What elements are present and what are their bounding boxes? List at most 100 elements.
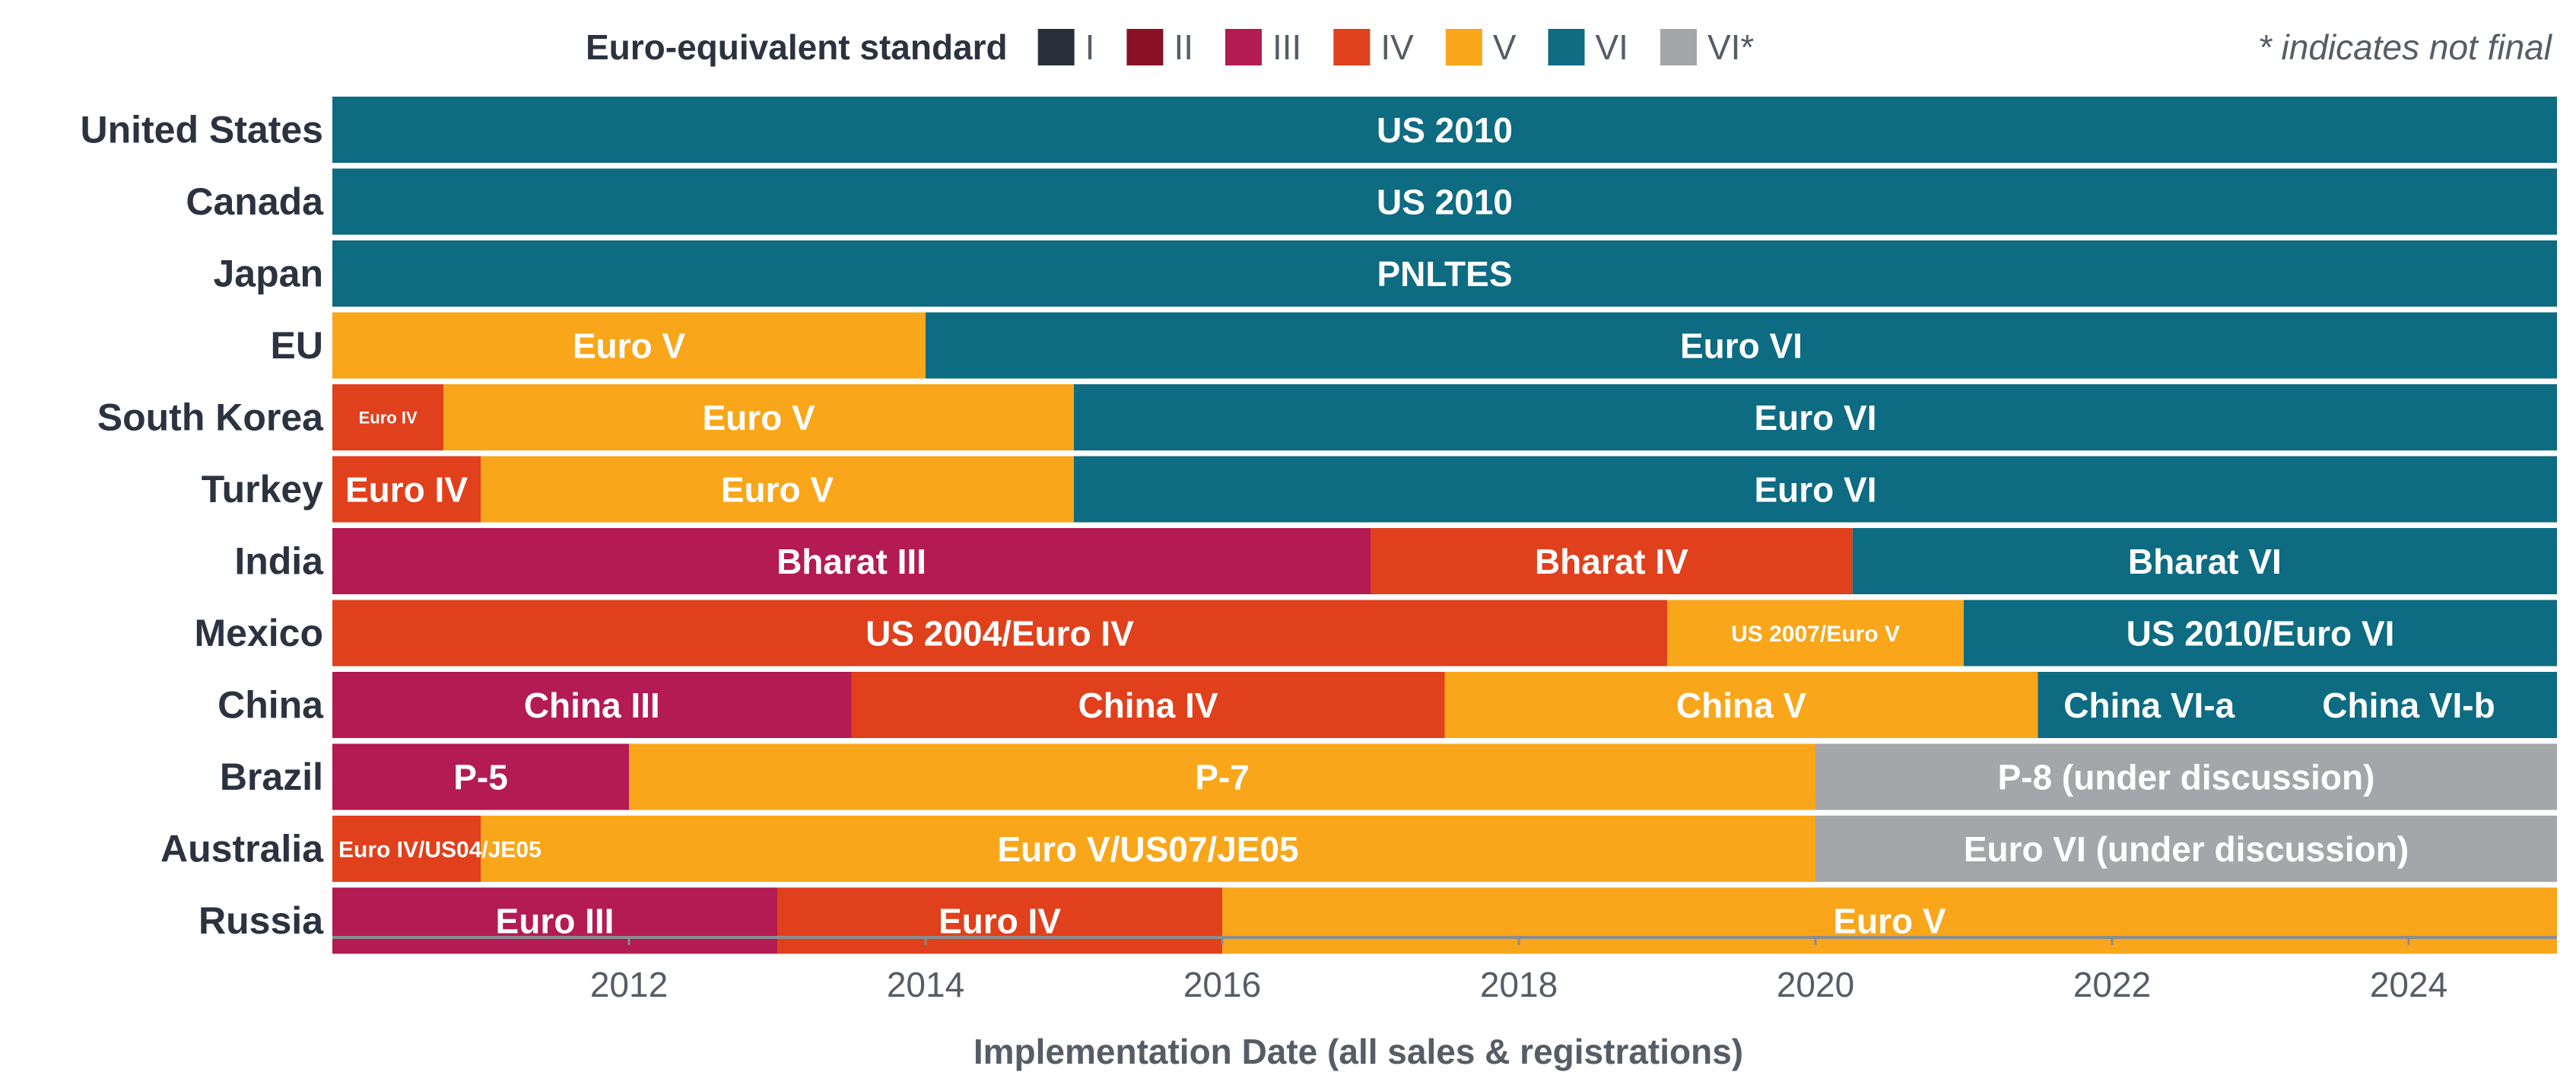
legend-swatch (1126, 29, 1164, 65)
segment-label: Euro V (1833, 902, 1946, 941)
bars: US 2010 US 2010 PNLTES Euro V Euro VI Euro IV… (332, 97, 2557, 954)
segment-label: Euro IV/US04/JE05 (338, 837, 542, 862)
bar-segment (1852, 528, 2557, 594)
x-tick-label: 2024 (2370, 965, 2447, 1004)
segment-label: Euro IV (345, 470, 468, 510)
legend-item-iv: IV (1333, 27, 1414, 67)
row-india: Bharat III Bharat IV Bharat VI (332, 528, 2557, 594)
legend-label: VI (1596, 27, 1628, 67)
bar-segment (1222, 887, 2557, 954)
x-tick-label: 2012 (590, 965, 668, 1004)
country-label-australia: Australia (160, 828, 324, 870)
row-china: China III China IV China V China VI-a China … (332, 672, 2557, 738)
bar-segment (332, 887, 777, 954)
segment-label: Euro VI (1680, 326, 1803, 366)
bar-segment (332, 240, 2557, 307)
bar-segment (1371, 528, 1853, 594)
bar-segment (443, 384, 1074, 450)
country-label-canada: Canada (186, 180, 324, 223)
country-labels: United States Canada Japan EU South Korea Tur… (80, 109, 324, 943)
segment-label: China IV (1078, 686, 1218, 725)
bar-segment (926, 312, 2557, 379)
bar-segment (1444, 672, 2038, 738)
legend-swatch (1037, 29, 1075, 65)
legend-label: IV (1380, 27, 1414, 67)
row-russia: Euro III Euro IV Euro V (332, 887, 2557, 954)
row-mexico: US 2004/Euro IV US 2007/Euro V US 2010/Eur… (332, 600, 2557, 667)
x-tick-label: 2018 (1480, 965, 1558, 1004)
country-label-turkey: Turkey (202, 468, 323, 511)
segment-label: China VI-b (2322, 686, 2495, 725)
segment-label: Euro V/US07/JE05 (997, 829, 1298, 869)
x-tick-label: 2022 (2073, 965, 2151, 1004)
legend: Euro-equivalent standard * indicates not… (586, 27, 2553, 67)
legend-swatch (1660, 29, 1697, 65)
row-canada: US 2010 (332, 168, 2557, 235)
legend-label: V (1493, 27, 1517, 67)
legend-swatch (1333, 29, 1371, 65)
segment-label: Bharat IV (1535, 542, 1688, 581)
segment-label: Euro V (703, 398, 816, 438)
legend-item-vistar: VI* (1660, 27, 1754, 67)
bar-segment (332, 97, 2557, 163)
segment-label: China V (1676, 686, 1807, 725)
country-label-eu: EU (271, 324, 323, 367)
row-south-korea: Euro IV Euro V Euro VI (332, 384, 2557, 450)
segment-label: US 2007/Euro V (1731, 622, 1900, 647)
segment-label: Euro VI (1754, 470, 1876, 510)
segment-label: Euro VI (1754, 398, 1876, 438)
bar-segment (777, 887, 1222, 954)
bar-segment (629, 743, 1815, 810)
bar-segment (332, 456, 481, 523)
bar-segment (1074, 384, 2557, 450)
bar-segment (332, 816, 481, 882)
bar-segment (332, 384, 444, 450)
segment-label: P-8 (under discussion) (1998, 758, 2375, 797)
x-tick-label: 2014 (887, 965, 964, 1004)
segment-label: Euro VI (under discussion) (1964, 829, 2409, 869)
legend-item-i: I (1037, 27, 1095, 67)
segment-label: Euro V (573, 326, 686, 366)
country-label-india: India (234, 540, 324, 583)
x-axis: Implementation Date (all sales & registr… (332, 936, 2557, 1071)
x-tick-label: 2016 (1183, 965, 1261, 1004)
row-united-states: US 2010 (332, 97, 2557, 163)
legend-swatch (1225, 29, 1262, 65)
segment-label: PNLTES (1377, 254, 1512, 294)
bar-segment (481, 456, 1074, 523)
segment-label: China VI-a (2063, 686, 2235, 725)
country-label-mexico: Mexico (194, 612, 323, 654)
row-brazil: P-5 P-7 P-8 (under discussion) (332, 743, 2557, 810)
legend-item-v: V (1445, 27, 1517, 67)
legend-label: VI* (1707, 27, 1754, 67)
segment-label: P-5 (453, 758, 508, 797)
bar-segment (332, 528, 1371, 594)
bar-segment (481, 816, 1815, 882)
country-label-south-korea: South Korea (97, 396, 324, 439)
country-label-brazil: Brazil (220, 756, 323, 798)
bar-segment (332, 743, 629, 810)
bar-segment (332, 312, 926, 379)
bar-segment (1964, 600, 2557, 667)
x-tick-label: 2020 (1777, 965, 1854, 1004)
segment-label: US 2004/Euro IV (866, 614, 1134, 654)
legend-label: II (1174, 27, 1193, 67)
legend-title: Euro-equivalent standard (586, 27, 1008, 67)
segment-label: China III (524, 686, 660, 725)
bar-segment (851, 672, 1445, 738)
legend-item-ii: II (1126, 27, 1193, 67)
legend-label: III (1272, 27, 1301, 67)
segment-label: US 2010/Euro VI (2127, 614, 2395, 654)
legend-label: I (1085, 27, 1095, 67)
segment-label: US 2010 (1377, 110, 1513, 150)
bar-segment (1815, 816, 2557, 882)
legend-item-vi: VI (1548, 27, 1628, 67)
legend-swatch (1445, 29, 1482, 65)
bar-segment (332, 600, 1667, 667)
bar-segment (1074, 456, 2557, 523)
segment-label: P-7 (1195, 758, 1250, 797)
segment-label: US 2010 (1377, 183, 1513, 222)
legend-note: * indicates not final (2258, 27, 2553, 67)
